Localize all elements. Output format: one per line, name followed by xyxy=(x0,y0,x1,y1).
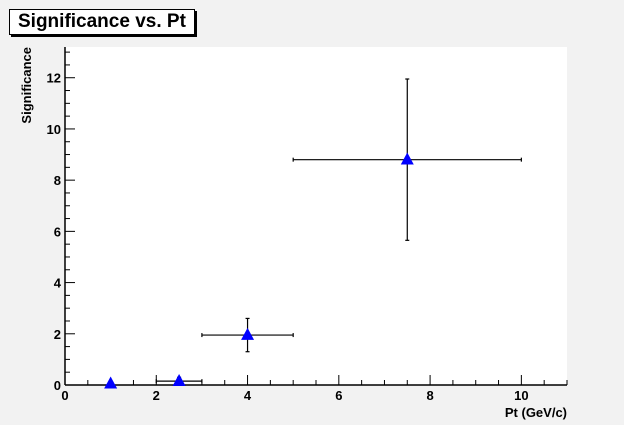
y-tick-label: 8 xyxy=(54,173,61,188)
y-tick-label: 12 xyxy=(47,71,61,86)
x-axis-label: Pt (GeV/c) xyxy=(505,405,567,420)
data-point-triangle xyxy=(241,327,255,340)
chart-title: Significance vs. Pt xyxy=(9,9,195,35)
x-tick-label: 2 xyxy=(153,388,160,403)
x-tick-label: 8 xyxy=(426,388,433,403)
y-tick-label: 6 xyxy=(54,224,61,239)
data-point-triangle xyxy=(400,152,414,165)
x-tick-label: 10 xyxy=(514,388,528,403)
x-tick-label: 0 xyxy=(61,388,68,403)
data-point-triangle xyxy=(172,373,186,386)
x-tick-label: 6 xyxy=(335,388,342,403)
y-tick-label: 0 xyxy=(54,378,61,393)
data-point-triangle xyxy=(104,376,118,389)
data-points xyxy=(104,78,522,389)
x-tick-label: 4 xyxy=(244,388,252,403)
y-tick-label: 4 xyxy=(54,276,62,291)
y-tick-label: 2 xyxy=(54,327,61,342)
y-axis-label: Significance xyxy=(19,47,34,124)
plot-area xyxy=(65,47,567,385)
y-tick-label: 10 xyxy=(47,122,61,137)
y-ticks: 0 2 4 6 8 10 12 xyxy=(47,51,75,393)
